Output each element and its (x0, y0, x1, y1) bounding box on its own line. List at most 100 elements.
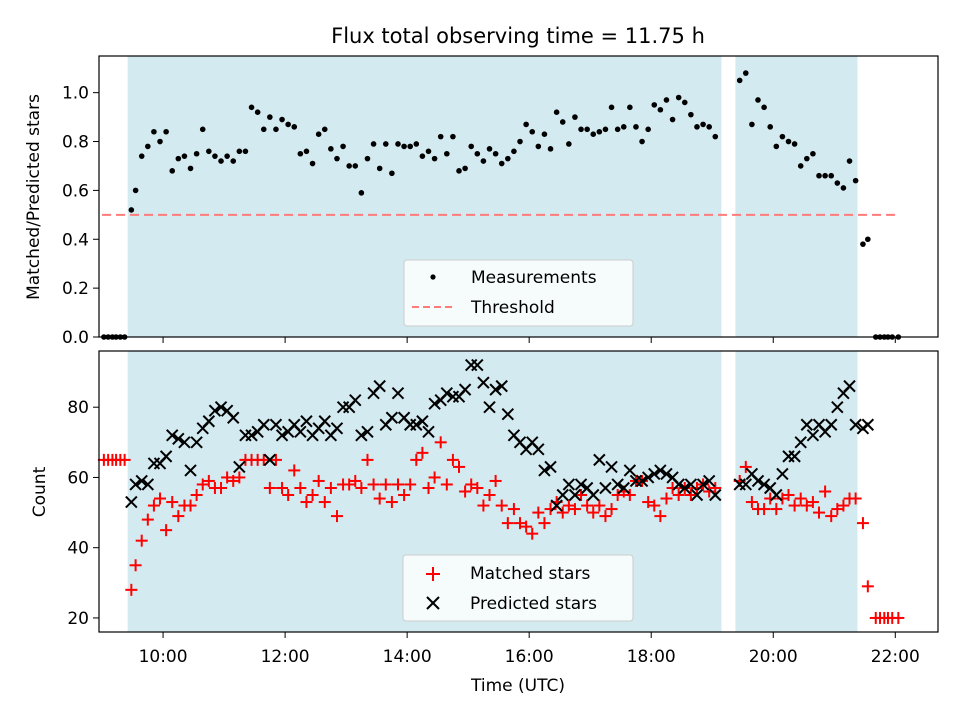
top-y-axis-label: Matched/Predicted stars (24, 94, 44, 300)
top-axes-frame (98, 55, 939, 338)
measurement-point (419, 153, 426, 159)
measurement-point (627, 104, 633, 111)
measurement-point (614, 126, 621, 133)
predicted-stars-point (556, 488, 569, 502)
predicted-stars-point (806, 429, 820, 442)
measurement-point (364, 155, 371, 162)
matched-stars-point (611, 489, 624, 502)
matched-stars-point (141, 513, 154, 526)
matched-stars-point (605, 503, 618, 516)
matched-stars-point (575, 489, 588, 502)
matched-stars-point (562, 499, 575, 512)
measurement-point (321, 126, 328, 133)
y-tick-label: 80 (67, 398, 89, 418)
predicted-stars-point (361, 425, 374, 438)
matched-stars-point (623, 489, 636, 502)
matched-stars-point (312, 474, 325, 487)
predicted-stars-point (129, 478, 142, 491)
predicted-stars-point (568, 488, 582, 502)
measurement-point (444, 150, 450, 157)
measurement-point (749, 121, 755, 128)
measurement-point (572, 114, 578, 120)
measurement-point (511, 148, 517, 155)
predicted-stars-point (611, 478, 624, 491)
measurement-point (541, 131, 548, 137)
predicted-stars-point (257, 418, 270, 431)
matched-stars-point (221, 471, 234, 484)
matched-stars-point (856, 517, 869, 530)
matched-stars-point (160, 524, 173, 537)
matched-stars-point (129, 559, 142, 572)
predicted-stars-point (202, 415, 216, 428)
measurement-point (828, 172, 835, 179)
matched-stars-point (434, 436, 447, 449)
matched-stars-point (135, 534, 148, 547)
predicted-stars-point (617, 481, 630, 495)
matched-stars-point (477, 499, 490, 512)
matched-stars-point (324, 481, 337, 494)
bottom-panel: 20 40 60 80 10:00 12:00 14:00 16:00 18:00 20:00 2… (30, 350, 939, 667)
predicted-stars-point (501, 408, 515, 421)
measurement-point (242, 148, 249, 155)
predicted-stars-point (641, 471, 655, 484)
x-tick-label: 14:00 (383, 647, 432, 667)
measurement-point (578, 126, 584, 133)
predicted-stars-point (550, 499, 563, 512)
predicted-stars-point (489, 383, 502, 396)
matched-stars-point (581, 499, 594, 512)
predicted-stars-point (410, 418, 423, 431)
matched-stars-point (556, 506, 569, 519)
measurement-point (486, 146, 493, 152)
legend-predicted-marker (426, 596, 440, 610)
measurement-point (633, 124, 639, 130)
measurement-point (370, 141, 377, 147)
matched-stars-point (813, 506, 826, 519)
measurement-point (425, 148, 432, 155)
predicted-stars-point (330, 422, 344, 435)
measurement-point (773, 143, 780, 150)
predicted-stars-point (599, 481, 612, 495)
predicted-stars-point (141, 478, 155, 491)
predicted-stars-point (294, 425, 307, 438)
y-tick-label: 0.8 (62, 133, 89, 153)
measurement-point (767, 124, 773, 130)
measurement-point (669, 116, 676, 123)
measurement-point (584, 126, 590, 133)
matched-stars-point (648, 499, 661, 512)
measurement-point (128, 207, 135, 213)
matched-stars-point (263, 481, 276, 494)
matched-stars-point (739, 460, 752, 473)
matched-stars-point (483, 489, 496, 502)
measurement-point (523, 121, 529, 128)
predicted-stars-point (214, 400, 228, 414)
matched-stars-point (428, 471, 441, 484)
predicted-stars-point (355, 429, 368, 442)
measurement-point (865, 236, 871, 243)
matched-stars-point (459, 485, 472, 498)
measurement-point (151, 128, 157, 135)
matched-stars-point (770, 503, 783, 516)
measurement-point (681, 99, 688, 106)
x-tick-label: 18:00 (627, 647, 676, 667)
measurement-point (163, 128, 169, 135)
measurement-point (285, 121, 291, 128)
predicted-stars-point (483, 400, 496, 414)
legend-predicted-label: Predicted stars (470, 594, 597, 614)
matched-stars-point (184, 499, 197, 512)
matched-stars-point (672, 489, 685, 502)
measurement-point (303, 148, 310, 155)
measurement-point (413, 141, 420, 147)
measurement-point (547, 146, 554, 152)
measurement-point (755, 97, 761, 103)
measurement-point (492, 150, 499, 157)
measurement-point (468, 143, 475, 150)
predicted-stars-point (385, 411, 399, 424)
bottom-y-ticks: 20 40 60 80 (67, 398, 99, 629)
measurement-point (785, 138, 792, 145)
measurement-point (260, 126, 267, 133)
matched-stars-point (507, 503, 520, 516)
predicted-stars-point (800, 418, 814, 431)
predicted-stars-point (300, 415, 313, 428)
legend-matched-label: Matched stars (470, 564, 590, 584)
